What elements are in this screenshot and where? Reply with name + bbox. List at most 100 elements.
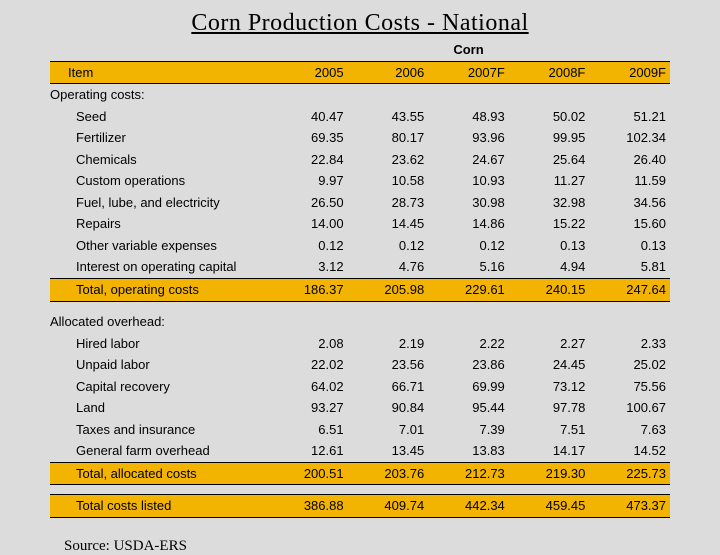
cell: 100.67	[589, 397, 670, 419]
cell: 14.17	[509, 440, 590, 462]
table-row: Land93.2790.8495.4497.78100.67	[50, 397, 670, 419]
cell: 93.27	[267, 397, 348, 419]
cell: 12.61	[267, 440, 348, 462]
spacer-row	[50, 517, 670, 522]
cost-table: Corn Item 2005 2006 2007F 2008F 2009F Op…	[50, 39, 670, 522]
cell: 25.02	[589, 354, 670, 376]
cell: 247.64	[589, 279, 670, 302]
cell: 4.76	[348, 256, 429, 278]
table-row: Taxes and insurance6.517.017.397.517.63	[50, 419, 670, 441]
cell: 48.93	[428, 106, 509, 128]
table-row: Unpaid labor22.0223.5623.8624.4525.02	[50, 354, 670, 376]
section-overhead-label: Allocated overhead:	[50, 311, 670, 333]
cell: 0.12	[267, 235, 348, 257]
cell: 69.99	[428, 376, 509, 398]
table-row: General farm overhead12.6113.4513.8314.1…	[50, 440, 670, 462]
cell: 7.51	[509, 419, 590, 441]
cell: 30.98	[428, 192, 509, 214]
row-label: Unpaid labor	[50, 354, 267, 376]
cell: 14.86	[428, 213, 509, 235]
cell: 9.97	[267, 170, 348, 192]
cell: 93.96	[428, 127, 509, 149]
cell: 13.83	[428, 440, 509, 462]
cell: 0.12	[428, 235, 509, 257]
table-row: Other variable expenses0.120.120.120.130…	[50, 235, 670, 257]
cell: 14.45	[348, 213, 429, 235]
cell: 24.45	[509, 354, 590, 376]
col-2005: 2005	[267, 61, 348, 84]
row-label: Total, allocated costs	[50, 462, 267, 485]
cell: 203.76	[348, 462, 429, 485]
cell: 34.56	[589, 192, 670, 214]
cell: 0.13	[589, 235, 670, 257]
cell: 43.55	[348, 106, 429, 128]
section-operating: Operating costs:	[50, 84, 670, 106]
cell: 11.27	[509, 170, 590, 192]
cell: 26.40	[589, 149, 670, 171]
cell: 473.37	[589, 495, 670, 518]
oh-total-row: Total, allocated costs200.51203.76212.73…	[50, 462, 670, 485]
cell: 22.02	[267, 354, 348, 376]
column-header-row: Item 2005 2006 2007F 2008F 2009F	[50, 61, 670, 84]
spacer-row	[50, 301, 670, 311]
cell: 2.19	[348, 333, 429, 355]
row-label: Taxes and insurance	[50, 419, 267, 441]
cell: 50.02	[509, 106, 590, 128]
cell: 219.30	[509, 462, 590, 485]
cell: 23.56	[348, 354, 429, 376]
cell: 80.17	[348, 127, 429, 149]
row-label: Custom operations	[50, 170, 267, 192]
cell: 4.94	[509, 256, 590, 278]
row-label: Total, operating costs	[50, 279, 267, 302]
row-label: Hired labor	[50, 333, 267, 355]
cell: 459.45	[509, 495, 590, 518]
cell: 386.88	[267, 495, 348, 518]
col-item: Item	[50, 61, 267, 84]
col-2006: 2006	[348, 61, 429, 84]
table-row: Fuel, lube, and electricity26.5028.7330.…	[50, 192, 670, 214]
cell: 0.12	[348, 235, 429, 257]
cell: 7.63	[589, 419, 670, 441]
cell: 90.84	[348, 397, 429, 419]
cell: 13.45	[348, 440, 429, 462]
cell: 11.59	[589, 170, 670, 192]
cell: 69.35	[267, 127, 348, 149]
cell: 102.34	[589, 127, 670, 149]
row-label: Fuel, lube, and electricity	[50, 192, 267, 214]
table-row: Custom operations9.9710.5810.9311.2711.5…	[50, 170, 670, 192]
cell: 24.67	[428, 149, 509, 171]
cell: 240.15	[509, 279, 590, 302]
row-label: Interest on operating capital	[50, 256, 267, 278]
cell: 99.95	[509, 127, 590, 149]
page-title: Corn Production Costs - National	[50, 10, 670, 37]
row-label: Capital recovery	[50, 376, 267, 398]
cell: 10.93	[428, 170, 509, 192]
table-row: Interest on operating capital3.124.765.1…	[50, 256, 670, 278]
cell: 97.78	[509, 397, 590, 419]
cell: 25.64	[509, 149, 590, 171]
cell: 14.52	[589, 440, 670, 462]
row-label: Repairs	[50, 213, 267, 235]
cell: 15.60	[589, 213, 670, 235]
cell: 51.21	[589, 106, 670, 128]
table-row: Fertilizer69.3580.1793.9699.95102.34	[50, 127, 670, 149]
table-row: Seed40.4743.5548.9350.0251.21	[50, 106, 670, 128]
super-header-label: Corn	[267, 39, 670, 61]
cell: 22.84	[267, 149, 348, 171]
cell: 32.98	[509, 192, 590, 214]
cell: 5.81	[589, 256, 670, 278]
col-2009f: 2009F	[589, 61, 670, 84]
row-label: Other variable expenses	[50, 235, 267, 257]
cell: 40.47	[267, 106, 348, 128]
cell: 186.37	[267, 279, 348, 302]
table-row: Hired labor2.082.192.222.272.33	[50, 333, 670, 355]
cell: 95.44	[428, 397, 509, 419]
cell: 2.33	[589, 333, 670, 355]
cell: 6.51	[267, 419, 348, 441]
cell: 23.62	[348, 149, 429, 171]
cell: 0.13	[509, 235, 590, 257]
cell: 10.58	[348, 170, 429, 192]
table-row: Capital recovery64.0266.7169.9973.1275.5…	[50, 376, 670, 398]
cell: 2.08	[267, 333, 348, 355]
cell: 73.12	[509, 376, 590, 398]
